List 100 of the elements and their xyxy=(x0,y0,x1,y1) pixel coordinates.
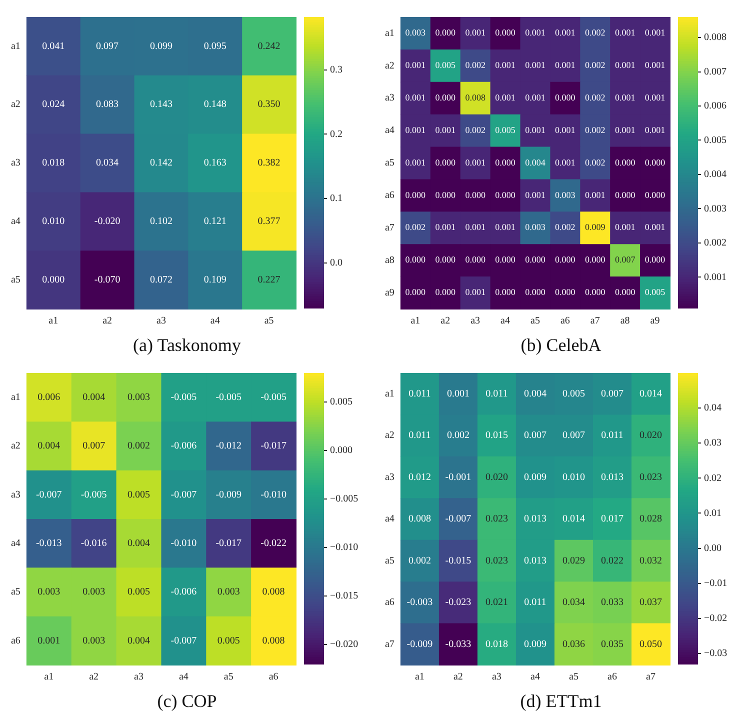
y-tick-label: a1 xyxy=(384,388,394,400)
data-label: -0.006 xyxy=(170,586,197,598)
data-label: 0.001 xyxy=(525,190,546,200)
data-label: 0.000 xyxy=(435,287,456,298)
data-label: 0.033 xyxy=(600,597,624,608)
x-tick-label: a5 xyxy=(569,672,578,683)
data-label: 0.023 xyxy=(485,514,508,525)
data-label: 0.011 xyxy=(524,597,546,608)
data-label: 0.382 xyxy=(258,158,280,169)
text: (c) COP xyxy=(156,690,218,713)
color-bar-label: 0.04 xyxy=(704,402,722,414)
data-label: -0.010 xyxy=(260,489,286,500)
data-label: 0.009 xyxy=(584,222,606,232)
data-label: 0.000 xyxy=(495,28,516,38)
data-label: 0.005 xyxy=(128,489,150,500)
data-label: 0.163 xyxy=(204,158,226,169)
data-label: 0.102 xyxy=(150,216,172,228)
data-label: 0.002 xyxy=(584,124,606,135)
y-tick-label: a5 xyxy=(10,586,20,598)
y-tick-label: a3 xyxy=(384,472,394,483)
data-label: 0.001 xyxy=(644,222,666,232)
data-label: 0.034 xyxy=(562,597,585,608)
data-label: 0.350 xyxy=(258,99,280,110)
data-label: 0.001 xyxy=(525,92,546,102)
data-label: 0.007 xyxy=(524,430,546,442)
color-bar-label: 0.003 xyxy=(704,203,726,214)
y-tick-label: a2 xyxy=(384,60,394,72)
data-label: 0.000 xyxy=(435,157,456,168)
data-label: 0.002 xyxy=(128,440,150,452)
data-label: -0.012 xyxy=(216,440,242,452)
color-bar-label: −0.005 xyxy=(330,494,358,505)
color-bar-label: −0.010 xyxy=(330,542,358,554)
y-tick-label: a3 xyxy=(10,158,20,169)
data-label: 0.041 xyxy=(42,40,65,52)
y-tick-label: a4 xyxy=(384,514,394,525)
x-tick-label: a1 xyxy=(44,672,54,683)
y-tick-label: a1 xyxy=(384,28,394,39)
x-tick-label: a7 xyxy=(590,316,600,327)
data-label: -0.005 xyxy=(260,392,286,403)
data-label: -0.017 xyxy=(216,538,242,549)
color-bar-label: 0.004 xyxy=(704,169,726,180)
color-bar-label: 0.000 xyxy=(330,445,352,456)
y-tick-label: a7 xyxy=(384,638,394,650)
data-label: 0.001 xyxy=(405,92,426,102)
data-label: 0.000 xyxy=(495,157,516,168)
data-label: -0.017 xyxy=(260,440,286,452)
data-label: 0.083 xyxy=(96,99,119,110)
data-label: 0.000 xyxy=(644,157,666,168)
data-label: 0.002 xyxy=(405,222,426,232)
y-tick-label: a9 xyxy=(384,287,394,298)
data-label: 0.001 xyxy=(405,124,426,135)
x-tick-label: a2 xyxy=(102,316,112,327)
color-bar-label: 0.03 xyxy=(704,438,722,449)
data-label: 0.001 xyxy=(435,124,456,135)
data-label: 0.000 xyxy=(555,254,576,265)
data-label: 0.000 xyxy=(435,190,456,200)
data-label: 0.017 xyxy=(600,514,624,525)
data-label: 0.003 xyxy=(405,28,426,38)
data-label: 0.000 xyxy=(435,254,456,265)
data-label: 0.036 xyxy=(562,638,585,650)
data-label: 0.000 xyxy=(644,190,666,200)
data-label: 0.072 xyxy=(150,274,172,286)
data-label: 0.001 xyxy=(435,222,456,232)
data-label: 0.008 xyxy=(408,514,431,525)
data-label: 0.004 xyxy=(128,538,150,549)
data-label: 0.013 xyxy=(524,514,546,525)
x-tick-label: a1 xyxy=(414,672,424,683)
x-tick-label: a2 xyxy=(453,672,463,683)
data-label: 0.143 xyxy=(150,99,172,110)
data-label: 0.023 xyxy=(485,555,508,566)
data-label: 0.014 xyxy=(639,388,662,400)
color-bar-label: 0.007 xyxy=(704,66,726,78)
data-label: 0.005 xyxy=(644,287,666,298)
data-label: -0.016 xyxy=(80,538,107,549)
data-label: 0.050 xyxy=(639,638,662,650)
y-tick-label: a5 xyxy=(384,158,394,169)
data-label: 0.000 xyxy=(435,92,456,102)
data-label: 0.007 xyxy=(82,440,106,452)
data-label: 0.000 xyxy=(555,287,576,298)
data-label: 0.013 xyxy=(600,472,624,483)
y-tick-label: a1 xyxy=(10,392,20,403)
data-label: 0.001 xyxy=(644,28,666,38)
data-label: 0.018 xyxy=(42,158,65,169)
x-tick-label: a4 xyxy=(178,672,188,683)
x-tick-label: a6 xyxy=(608,672,617,683)
data-label: 0.035 xyxy=(600,638,624,650)
data-label: 0.001 xyxy=(614,60,636,70)
data-label: 0.001 xyxy=(405,60,426,70)
y-tick-label: a3 xyxy=(10,489,20,500)
color-bar-label: −0.02 xyxy=(704,613,728,624)
data-label: 0.000 xyxy=(525,254,546,265)
data-label: 0.000 xyxy=(495,287,516,298)
x-tick-label: a7 xyxy=(646,672,656,683)
data-label: -0.022 xyxy=(260,538,286,549)
x-tick-label: a9 xyxy=(650,316,660,327)
data-label: 0.005 xyxy=(562,388,585,400)
data-label: 0.028 xyxy=(639,514,662,525)
data-label: 0.001 xyxy=(614,28,636,38)
y-tick-label: a4 xyxy=(384,125,394,136)
data-label: 0.002 xyxy=(584,28,606,38)
